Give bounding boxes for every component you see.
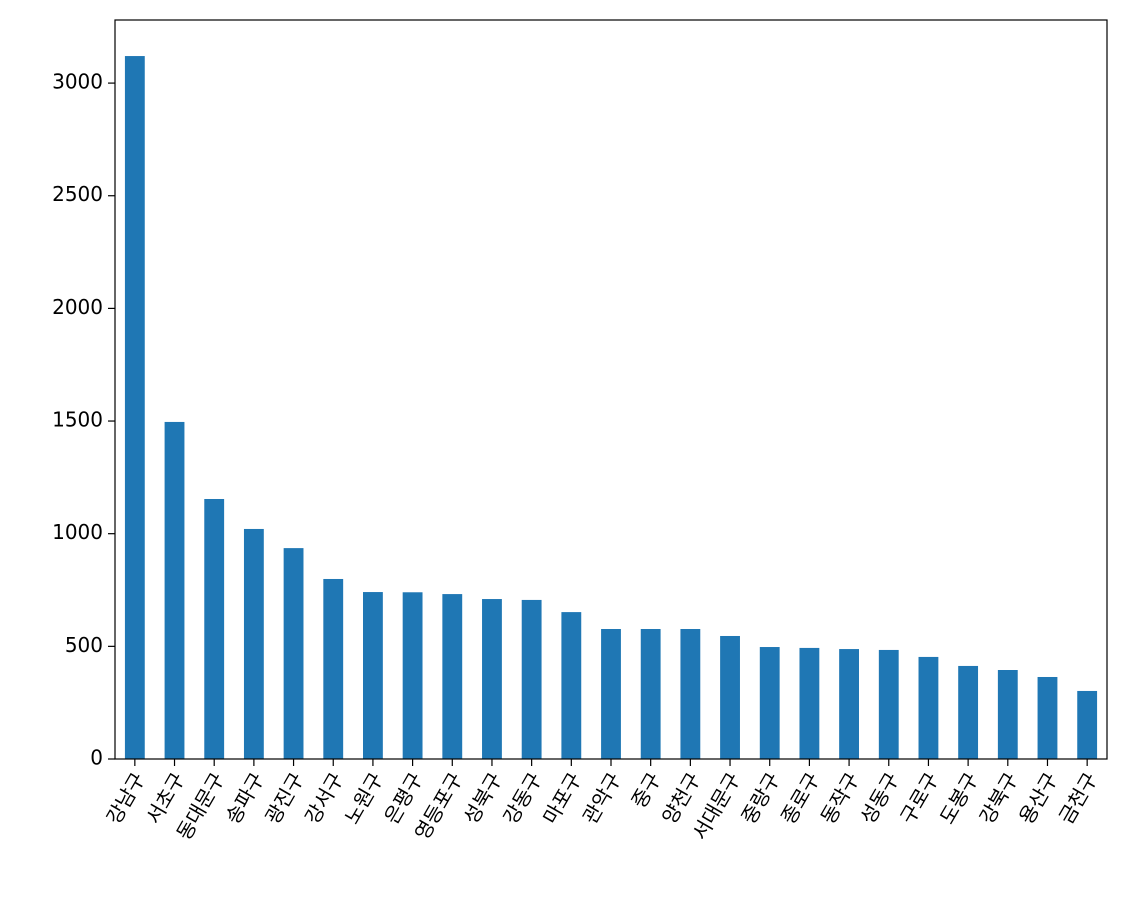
bar [204, 498, 225, 759]
bar [997, 670, 1018, 759]
y-tick-label: 0 [90, 746, 103, 770]
bar [839, 649, 859, 759]
y-tick-label: 2500 [52, 182, 103, 206]
bar [482, 599, 502, 759]
bar [878, 649, 899, 759]
bar [720, 635, 740, 759]
bar [1077, 690, 1098, 759]
bar [323, 578, 344, 759]
y-tick-label: 1000 [52, 520, 103, 544]
bar [799, 647, 820, 759]
bar [640, 628, 661, 759]
bar [124, 56, 145, 760]
bar [1037, 676, 1058, 759]
bar [958, 665, 979, 759]
bar [283, 548, 304, 759]
y-tick-label: 3000 [52, 70, 103, 94]
y-tick-label: 2000 [52, 295, 103, 319]
bar [680, 628, 701, 759]
bar [561, 612, 582, 759]
plot-frame [114, 19, 1108, 760]
bar [918, 656, 939, 759]
bar [442, 594, 463, 759]
bar [601, 628, 621, 759]
bar [402, 592, 423, 759]
bar [759, 647, 780, 759]
y-tick-label: 500 [65, 633, 103, 657]
bar [243, 528, 264, 759]
bar [363, 592, 383, 759]
bar [521, 599, 542, 759]
bar [164, 421, 185, 759]
y-tick-label: 1500 [52, 408, 103, 432]
